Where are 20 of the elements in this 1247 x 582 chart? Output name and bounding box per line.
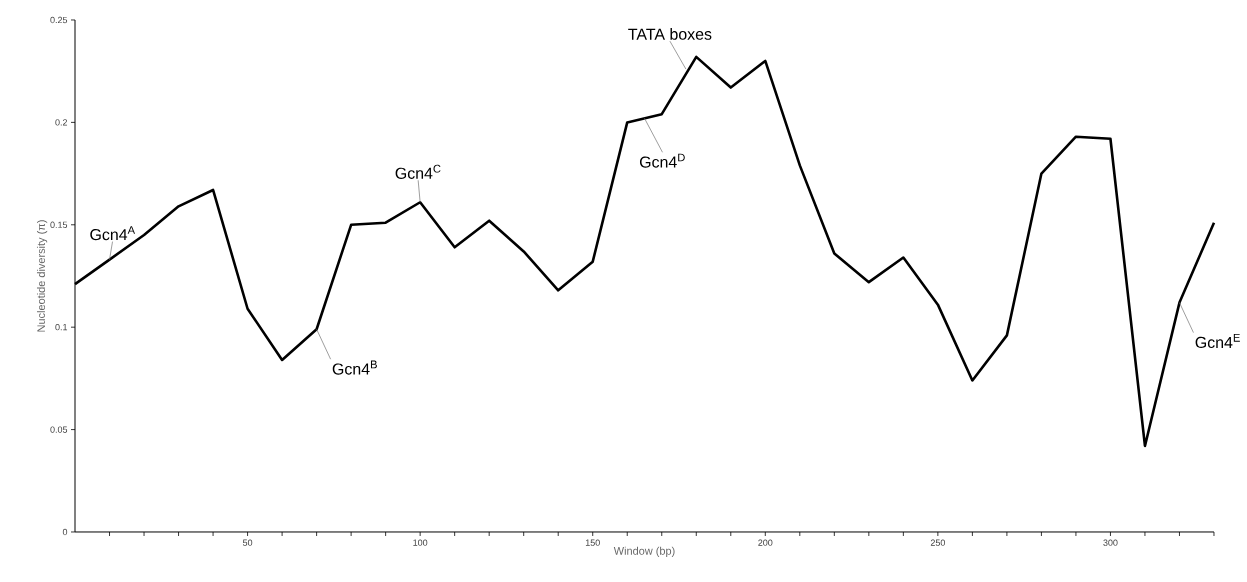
x-tick-label: 300 [1103,539,1118,546]
x-tick-label: 150 [585,539,600,546]
x-axis-title: Window (bp) [613,546,675,557]
y-tick-label: 0.2 [55,119,68,126]
x-tick-label: 100 [413,539,428,546]
y-tick-label: 0 [62,528,68,536]
y-tick-label: 0.1 [55,324,68,331]
y-tick-label: 0.25 [50,16,68,24]
x-tick-label: 200 [758,539,773,546]
annotation: Gcn4$^{B}$ [332,360,377,375]
x-tick-label: 50 [242,539,253,546]
annotation: Gcn4$^{E}$ [1195,333,1240,349]
annotation: Gcn4$^{A}$ [90,226,136,241]
y-axis-title: Nucleotide diversity (π) [36,220,48,332]
y-tick-label: 0.15 [50,221,68,228]
x-tick-label: 250 [930,539,945,546]
annotation: TATA boxes [628,28,712,40]
annotation: Gcn4$^{D}$ [639,153,685,168]
annotation: Gcn4$^{C}$ [395,164,441,179]
y-tick-label: 0.05 [50,426,68,433]
